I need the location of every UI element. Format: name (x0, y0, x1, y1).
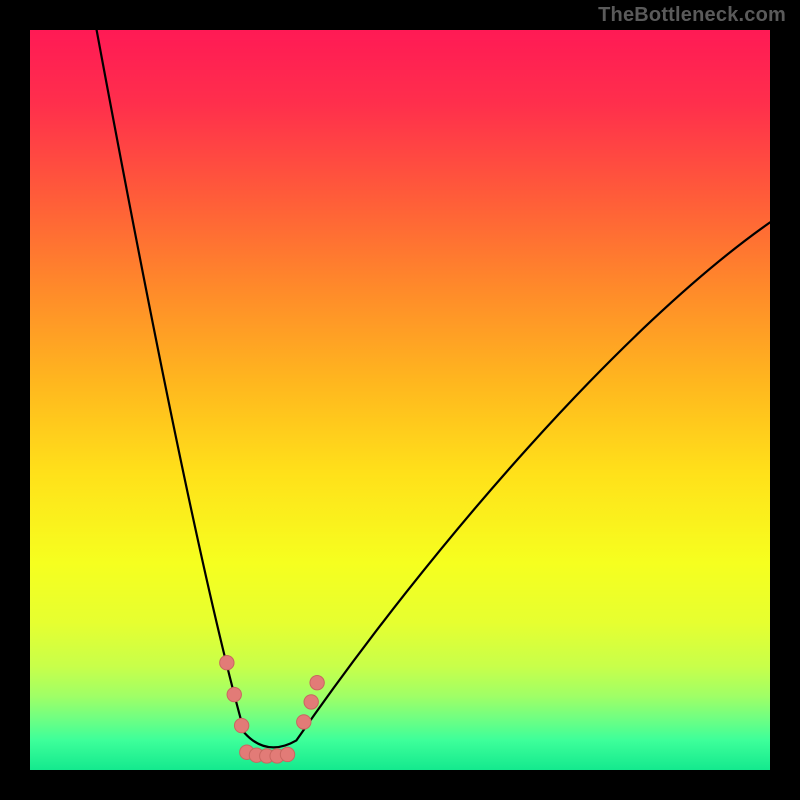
marker-point (310, 675, 324, 689)
marker-point (220, 656, 234, 670)
curve-layer (30, 30, 770, 770)
plot-area (30, 30, 770, 770)
marker-point (304, 695, 318, 709)
chart-frame: TheBottleneck.com (0, 0, 800, 800)
marker-point (234, 718, 248, 732)
watermark-text: TheBottleneck.com (598, 4, 786, 27)
v-curve (97, 30, 770, 747)
marker-point (280, 747, 294, 761)
marker-point (297, 715, 311, 729)
marker-point (227, 687, 241, 701)
